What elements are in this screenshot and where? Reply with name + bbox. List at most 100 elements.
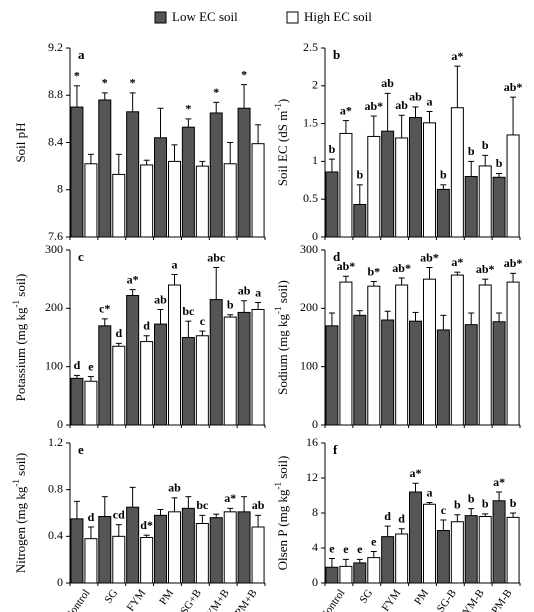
bar — [209, 299, 223, 426]
significance-label: cd — [113, 507, 125, 521]
legend-swatch — [286, 11, 299, 24]
bar — [325, 171, 339, 238]
y-axis-label-part: soil) — [13, 274, 28, 300]
y-axis-label: Soil pH — [13, 122, 28, 162]
x-tick-label: SG — [102, 587, 120, 605]
bar — [126, 506, 140, 584]
significance-label: d — [74, 358, 81, 372]
significance-label: abc — [207, 250, 226, 264]
bar — [140, 537, 154, 584]
significance-label: a — [427, 485, 433, 499]
significance-label: d — [143, 319, 150, 333]
bar — [492, 500, 506, 584]
y-tick-label: 100 — [300, 358, 318, 372]
significance-label: a* — [340, 103, 352, 117]
bar — [478, 516, 492, 584]
y-axis-label-part: Olsen P (mg kg — [275, 489, 290, 570]
significance-label: ab* — [420, 250, 439, 264]
significance-label: * — [213, 85, 219, 99]
bar — [450, 521, 464, 584]
bar — [251, 143, 265, 238]
bar — [98, 516, 112, 584]
x-tick-label: PM — [412, 587, 431, 607]
significance-label: a* — [410, 466, 422, 480]
y-tick-label: 9.2 — [48, 40, 63, 54]
x-tick-label: SG — [357, 587, 375, 605]
y-tick-label: 0 — [57, 575, 63, 589]
y-axis-label: Sodium (mg kg-1 soil) — [273, 280, 290, 395]
bar — [251, 526, 265, 584]
bar — [181, 126, 195, 238]
y-axis-label-part: -1 — [273, 306, 283, 314]
bar — [126, 111, 140, 238]
y-axis-label-part: Nitrogen (mg kg — [13, 486, 28, 573]
legend-label: Low EC soil — [172, 9, 238, 24]
bar — [492, 176, 506, 238]
bar — [195, 335, 209, 426]
y-tick-label: 16 — [306, 435, 318, 449]
y-axis-label: Olsen P (mg kg-1 soil) — [273, 456, 290, 571]
bar — [98, 325, 112, 426]
bar — [436, 530, 450, 584]
x-tick-label: FYM-B — [457, 587, 487, 612]
y-tick-label: 0.4 — [48, 528, 63, 542]
significance-label: ab — [168, 481, 181, 495]
bar — [381, 536, 395, 584]
bar — [339, 565, 353, 584]
bar — [195, 165, 209, 238]
bar — [98, 99, 112, 238]
significance-label: bc — [196, 498, 209, 512]
x-tick-label: PM+B — [233, 587, 260, 612]
bar — [436, 329, 450, 426]
x-tick-label: Control — [63, 587, 92, 612]
significance-label: * — [185, 102, 191, 116]
significance-label: b — [482, 497, 489, 511]
significance-label: * — [130, 76, 136, 90]
panel-label: b — [333, 47, 340, 62]
significance-label: ab — [238, 284, 251, 298]
significance-label: ab* — [392, 261, 411, 275]
bar — [154, 514, 167, 584]
significance-label: ab — [395, 98, 408, 112]
bar — [70, 518, 84, 584]
x-tick-label: Control — [318, 587, 347, 612]
legend-swatch — [154, 11, 167, 24]
y-axis-label-part: Potassium (mg kg — [13, 307, 28, 401]
significance-label: b — [356, 168, 363, 182]
bar — [436, 188, 450, 238]
y-tick-label: 200 — [300, 300, 318, 314]
bar — [395, 284, 409, 426]
significance-label: a* — [127, 272, 139, 286]
y-tick-label: 1 — [312, 153, 318, 167]
x-tick-label: FYM+B — [200, 587, 231, 612]
bar — [237, 511, 251, 584]
panel-label: a — [78, 47, 85, 62]
significance-label: b — [227, 298, 234, 312]
significance-label: a — [427, 94, 433, 108]
y-axis-label-part: ) — [275, 99, 290, 103]
bar — [140, 341, 154, 426]
bar — [237, 311, 251, 426]
significance-label: b — [468, 491, 475, 505]
bar — [381, 130, 395, 238]
bar — [70, 377, 84, 426]
y-tick-label: 8.4 — [48, 134, 63, 148]
bar — [423, 503, 436, 584]
bar — [195, 523, 209, 584]
significance-label: b — [329, 142, 336, 156]
y-tick-label: 1.5 — [303, 115, 318, 129]
significance-label: bc — [182, 304, 195, 318]
bar — [168, 284, 181, 426]
significance-label: e — [357, 542, 363, 556]
x-tick-label: FYM — [380, 587, 404, 612]
x-tick-label: PM-B — [489, 587, 514, 612]
significance-label: b — [482, 138, 489, 152]
bar — [409, 117, 422, 238]
bar — [409, 320, 422, 426]
significance-label: b* — [367, 264, 380, 278]
x-tick-label: PM — [157, 587, 176, 607]
bar — [492, 321, 506, 426]
bar — [126, 295, 140, 426]
bar — [223, 511, 237, 584]
significance-label: b — [440, 168, 447, 182]
